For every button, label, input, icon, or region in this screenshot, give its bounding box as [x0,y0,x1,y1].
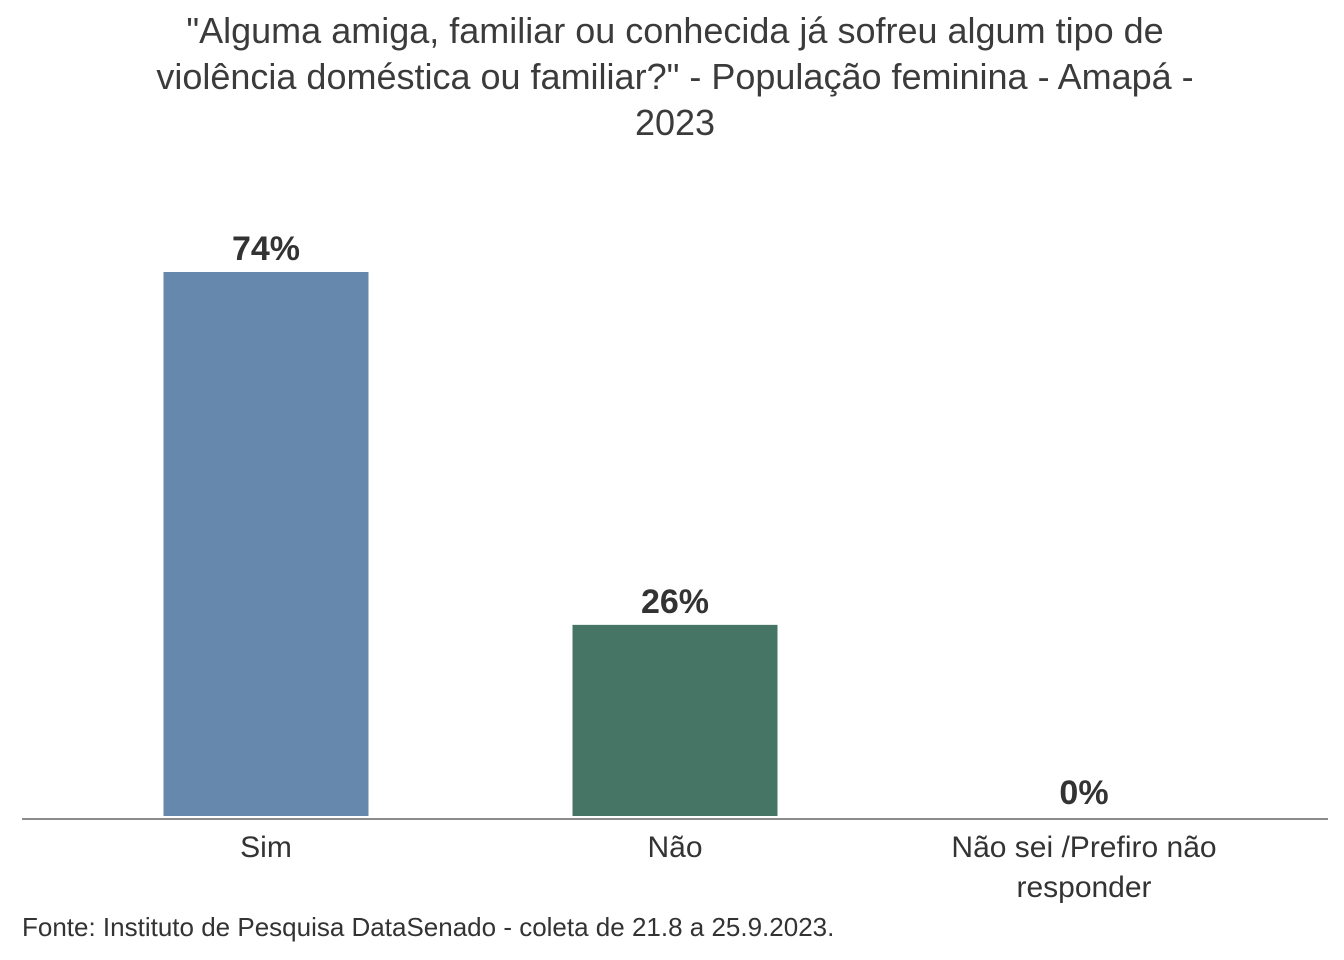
bars-group [163,272,778,816]
x-tick-label-3: Não sei /Prefiro não responder [951,831,1216,904]
chart-title: "Alguma amiga, familiar ou conhecida já … [156,10,1194,143]
source-note: Fonte: Instituto de Pesquisa DataSenado … [22,912,835,942]
value-label-2: 26% [641,583,709,621]
bar-2 [572,624,778,816]
value-labels-group: 74% 26% 0% [232,230,1109,812]
x-tick-labels-group: Sim Não Não sei /Prefiro não responder [240,831,1216,904]
bar-1 [163,272,369,816]
value-label-3: 0% [1059,774,1108,812]
x-tick-label-2: Não [647,831,702,864]
x-tick-label-1: Sim [240,831,292,864]
value-label-1: 74% [232,230,300,268]
